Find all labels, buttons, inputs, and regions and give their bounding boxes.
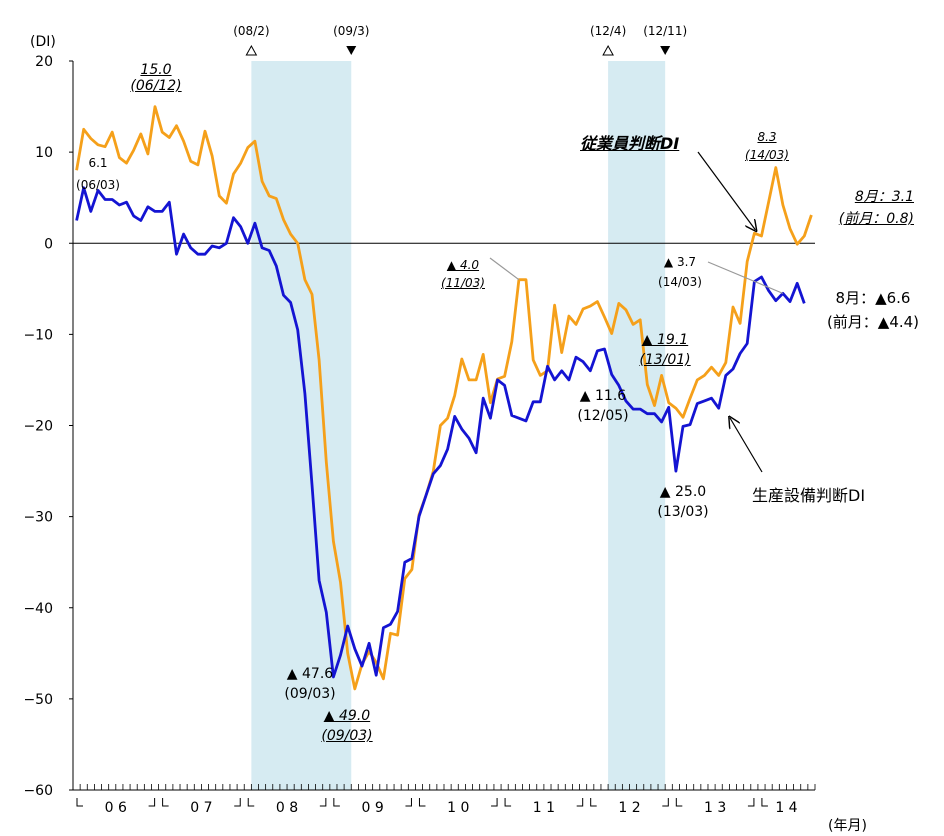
y-tick-label: −60 xyxy=(23,783,53,799)
equip-latest-label: 8月：▲6.6 (前月：▲4.4) xyxy=(826,289,920,331)
emp-min-label: ▲ 49.0 (09/03) xyxy=(321,708,373,744)
emp-1103-label: ▲ 4.0 (11/03) xyxy=(441,258,485,290)
trough-marker-icon xyxy=(660,46,671,55)
year-bracket xyxy=(405,798,412,807)
y-tick-label: −30 xyxy=(23,510,53,526)
year-bracket xyxy=(162,798,169,807)
x-tick-label: 0 9 xyxy=(362,800,384,816)
year-bracket xyxy=(247,798,255,807)
year-bracket xyxy=(662,798,669,807)
x-tick-label: 1 1 xyxy=(533,800,555,816)
recession-end-label: (12/11) xyxy=(643,24,687,38)
equip-1205-label: ▲ 11.6 (12/05) xyxy=(577,388,629,424)
leader-line-1403 xyxy=(707,261,784,294)
annotation-arrows xyxy=(489,151,784,473)
y-tick-label: 20 xyxy=(35,54,53,70)
recession-start-label: (08/2) xyxy=(233,24,269,38)
series-line-equipment xyxy=(75,186,806,679)
x-unit-label: (年月) xyxy=(828,818,867,834)
trough-marker-icon xyxy=(346,46,357,55)
y-tick-label: −10 xyxy=(23,327,53,343)
year-bracket xyxy=(319,798,327,807)
tick-labels: 20 10 0 −10 −20 −30 −40 −50 −60 0 6 0 7 0 8 0 9 1 0 1 … xyxy=(23,54,797,816)
year-bracket xyxy=(148,798,156,807)
equip-1403-label: ▲ 3.7 (14/03) xyxy=(658,255,702,289)
x-tick-label: 1 4 xyxy=(775,800,797,816)
recession-band xyxy=(251,61,352,790)
year-bracket xyxy=(76,798,83,807)
equip-series-label: 生産設備判断DI xyxy=(752,486,866,505)
equip-first-label: 6.1 (06/03) xyxy=(76,156,120,192)
x-tick-label: 1 0 xyxy=(447,800,469,816)
year-bracket xyxy=(333,798,340,807)
y-unit-label: (DI) xyxy=(30,34,56,50)
y-tick-label: −40 xyxy=(23,601,53,617)
emp-max-label: 15.0 (06/12) xyxy=(130,62,182,94)
year-bracket xyxy=(234,798,241,807)
emp-1403-label: 8.3 (14/03) xyxy=(745,130,789,162)
series-lines xyxy=(75,105,813,691)
year-bracket xyxy=(504,798,512,807)
y-tick-label: 0 xyxy=(44,236,53,252)
recession-band xyxy=(608,61,666,790)
peak-marker-icon xyxy=(602,44,614,56)
y-tick-label: 10 xyxy=(35,145,53,161)
emp-latest-label: 8月：3.1 (前月：0.8) xyxy=(838,189,914,227)
year-bracket xyxy=(576,798,584,807)
recession-markers: (08/2) (09/3) (12/4) (12/11) xyxy=(233,24,687,56)
x-tick-label: 1 2 xyxy=(618,800,640,816)
y-tick-label: −50 xyxy=(23,692,53,708)
x-tick-label: 0 8 xyxy=(276,800,298,816)
recession-shading xyxy=(251,61,666,790)
emp-1301-label: ▲ 19.1 (13/01) xyxy=(639,332,691,368)
recession-end-label: (09/3) xyxy=(333,24,369,38)
year-bracket xyxy=(761,798,768,807)
equip-min-label: ▲ 47.6 (09/03) xyxy=(284,666,336,702)
x-tick-label: 0 7 xyxy=(190,800,212,816)
equipment-arrow xyxy=(730,418,763,473)
y-tick-label: −20 xyxy=(23,419,53,435)
recession-start-label: (12/4) xyxy=(590,24,626,38)
equip-1303-label: ▲ 25.0 (13/03) xyxy=(657,484,709,520)
year-bracket xyxy=(491,798,498,807)
year-bracket xyxy=(590,798,597,807)
leader-line-1103 xyxy=(489,257,520,281)
year-bracket xyxy=(675,798,683,807)
axes xyxy=(69,60,816,807)
year-bracket xyxy=(418,798,426,807)
series-line-employee xyxy=(75,105,813,691)
year-bracket xyxy=(747,798,755,807)
emp-series-label: 従業員判断DI xyxy=(580,134,680,153)
peak-marker-icon xyxy=(245,44,258,56)
x-tick-label: 0 6 xyxy=(105,800,127,816)
x-tick-label: 1 3 xyxy=(704,800,726,816)
employee-arrow xyxy=(697,151,755,230)
